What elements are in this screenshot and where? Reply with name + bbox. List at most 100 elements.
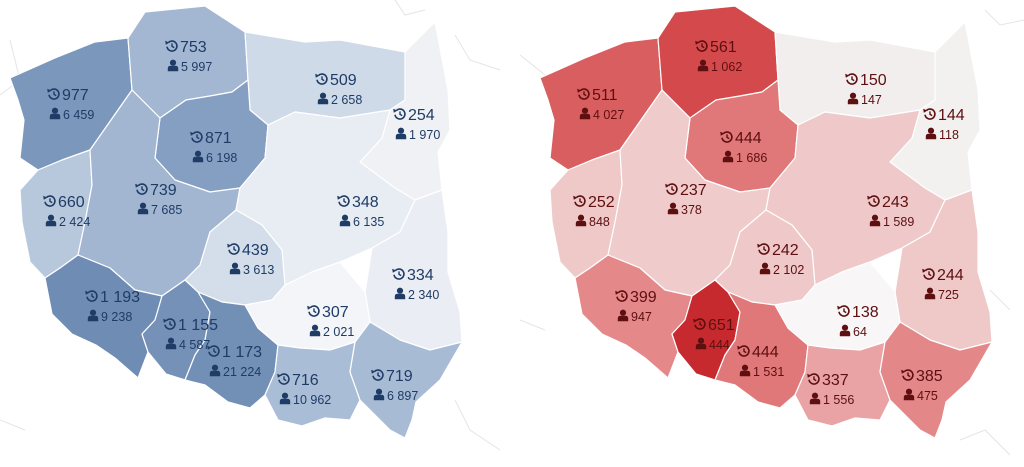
region-value: 660 (58, 194, 85, 211)
region-people: 4 587 (179, 338, 210, 352)
region-value: 334 (407, 267, 434, 284)
region-people: 1 531 (753, 365, 784, 379)
region-value: 385 (916, 368, 943, 385)
region-value: 871 (205, 130, 232, 147)
region-label-mazowieckie: 348 6 135 (336, 194, 384, 229)
region-label-swietokrzyskie: 307 2 021 (306, 304, 354, 339)
region-people: 21 224 (223, 365, 261, 379)
region-label-slaskie: 444 1 531 (736, 344, 784, 379)
region-label-lubuskie: 660 2 424 (42, 194, 90, 229)
region-value: 138 (852, 304, 879, 321)
region-people: 947 (631, 310, 652, 324)
region-people: 6 459 (63, 108, 94, 122)
region-people: 378 (681, 203, 702, 217)
region-label-slaskie: 1 173 21 224 (206, 344, 262, 379)
region-label-zachodniopomorskie: 977 6 459 (46, 87, 94, 122)
region-people: 2 340 (408, 288, 439, 302)
region-value: 237 (680, 182, 707, 199)
region-value: 244 (937, 267, 964, 284)
region-people: 848 (589, 215, 610, 229)
region-label-pomorskie: 561 1 062 (694, 39, 742, 74)
region-podkarpackie (879, 321, 993, 439)
region-label-kujawsko-pomorskie: 444 1 686 (719, 130, 767, 165)
region-people: 5 997 (181, 60, 212, 74)
region-label-dolnoslaskie: 1 193 9 238 (84, 289, 140, 324)
region-value: 254 (408, 107, 435, 124)
region-people: 725 (938, 288, 959, 302)
region-value: 307 (322, 304, 349, 321)
region-label-opolskie: 1 155 4 587 (162, 317, 218, 352)
region-labels: 977 6 459 753 5 997 509 2 658 254 1 970 871 6 198… (42, 39, 440, 407)
region-people: 1 589 (883, 215, 914, 229)
region-value: 651 (708, 317, 735, 334)
region-label-mazowieckie: 243 1 589 (866, 194, 914, 229)
region-value: 1 155 (178, 317, 218, 334)
region-label-pomorskie: 753 5 997 (164, 39, 212, 74)
region-people: 10 962 (293, 393, 331, 407)
region-podkarpackie (349, 321, 463, 439)
region-value: 243 (882, 194, 909, 211)
region-shapes (539, 5, 993, 439)
region-people: 2 102 (773, 263, 804, 277)
region-value: 977 (62, 87, 89, 104)
region-label-lubelskie: 334 2 340 (391, 267, 439, 302)
region-value: 144 (938, 107, 965, 124)
region-label-lodzkie: 242 2 102 (756, 242, 804, 277)
region-label-malopolskie: 716 10 962 (276, 372, 331, 407)
region-value: 753 (180, 39, 207, 56)
region-label-podkarpackie: 719 6 897 (370, 368, 418, 403)
region-value: 1 193 (100, 289, 140, 306)
region-value: 337 (822, 372, 849, 389)
region-value: 399 (630, 289, 657, 306)
background-borders (0, 0, 1024, 456)
map-left: 977 6 459 753 5 997 509 2 658 254 1 970 871 6 198… (9, 5, 463, 439)
region-people: 6 135 (353, 215, 384, 229)
region-people: 9 238 (101, 310, 132, 324)
region-value: 444 (735, 130, 762, 147)
region-label-malopolskie: 337 1 556 (806, 372, 854, 407)
region-people: 6 897 (387, 389, 418, 403)
region-malopolskie (264, 341, 361, 427)
region-people: 1 556 (823, 393, 854, 407)
region-people: 6 198 (206, 151, 237, 165)
region-value: 444 (752, 344, 779, 361)
region-value: 242 (772, 242, 799, 259)
region-people: 1 062 (711, 60, 742, 74)
region-people: 147 (861, 93, 882, 107)
region-people: 118 (939, 128, 959, 142)
region-people: 1 686 (736, 151, 767, 165)
region-value: 561 (710, 39, 737, 56)
region-value: 252 (588, 194, 615, 211)
region-label-lodzkie: 439 3 613 (226, 242, 274, 277)
region-value: 1 173 (222, 344, 262, 361)
region-label-zachodniopomorskie: 511 4 027 (576, 87, 624, 122)
region-people: 2 658 (331, 93, 362, 107)
region-value: 348 (352, 194, 379, 211)
region-people: 475 (917, 389, 938, 403)
region-people: 3 613 (243, 263, 274, 277)
region-people: 7 685 (151, 203, 182, 217)
region-people: 444 (709, 338, 730, 352)
region-label-kujawsko-pomorskie: 871 6 198 (189, 130, 237, 165)
region-people: 1 970 (409, 128, 440, 142)
region-value: 719 (386, 368, 413, 385)
region-value: 439 (242, 242, 269, 259)
region-value: 509 (330, 72, 357, 89)
region-label-warminsko-mazurskie: 509 2 658 (314, 72, 362, 107)
region-value: 150 (860, 72, 887, 89)
region-people: 64 (853, 325, 867, 339)
region-people: 2 424 (59, 215, 90, 229)
